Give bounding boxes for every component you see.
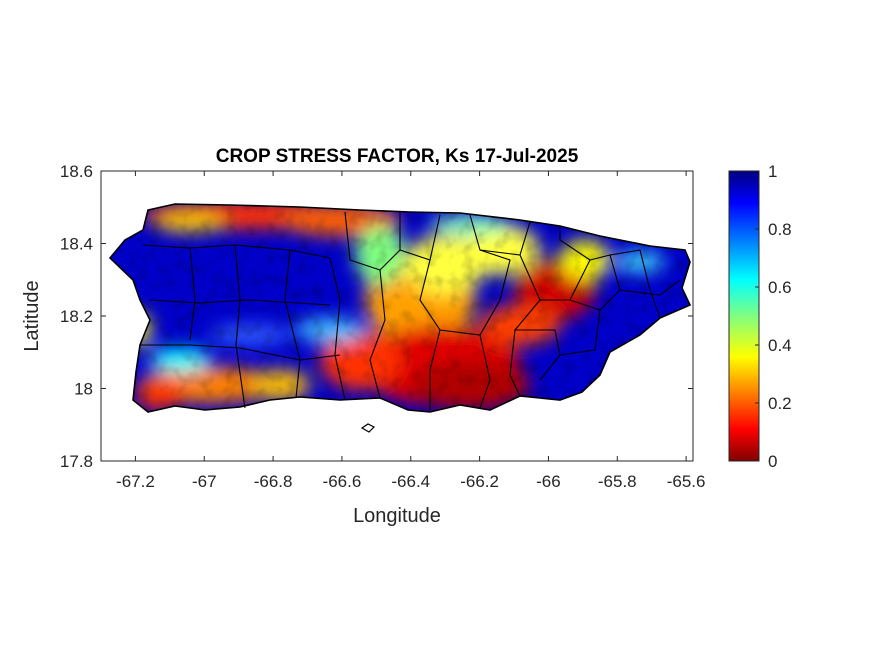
chart-title: CROP STRESS FACTOR, Ks 17-Jul-2025 xyxy=(216,146,579,167)
colorbar-tick-label: 0.4 xyxy=(768,336,792,355)
colorbar-tick-label: 1 xyxy=(768,162,777,181)
x-tick-label: -66.8 xyxy=(254,472,293,491)
x-tick-label: -66.2 xyxy=(460,472,499,491)
colorbar-tick-label: 0.6 xyxy=(768,278,792,297)
x-axis-label: Longitude xyxy=(353,505,441,527)
x-tick-label: -67 xyxy=(192,472,217,491)
colorbar-tick-label: 0 xyxy=(768,452,777,471)
x-tick-label: -66.6 xyxy=(323,472,362,491)
x-tick-label: -65.6 xyxy=(667,472,706,491)
small-island xyxy=(360,423,376,433)
x-tick-label: -67.2 xyxy=(116,472,155,491)
y-axis-label: Latitude xyxy=(21,280,43,351)
island-outline xyxy=(108,203,692,413)
colorbar-ticks: 1 0.8 0.6 0.4 0.2 0 xyxy=(755,162,792,471)
x-tick-label: -65.8 xyxy=(598,472,637,491)
x-tick-label: -66 xyxy=(536,472,561,491)
y-tick-label: 18.6 xyxy=(60,162,93,181)
y-tick-label: 18 xyxy=(74,380,93,399)
municipal-boundaries xyxy=(140,211,681,410)
y-ticks: 18.6 18.4 18.2 18 17.8 xyxy=(60,162,693,471)
colorbar-tick-label: 0.2 xyxy=(768,394,792,413)
colorbar xyxy=(728,170,760,462)
y-tick-label: 18.4 xyxy=(60,235,93,254)
y-tick-label: 17.8 xyxy=(60,452,93,471)
x-ticks: -67.2 -67 -66.8 -66.6 -66.4 -66.2 -66 -65.8 -65.… xyxy=(116,171,705,491)
x-tick-label: -66.4 xyxy=(391,472,430,491)
colorbar-tick-label: 0.8 xyxy=(768,220,792,239)
y-tick-label: 18.2 xyxy=(60,307,93,326)
